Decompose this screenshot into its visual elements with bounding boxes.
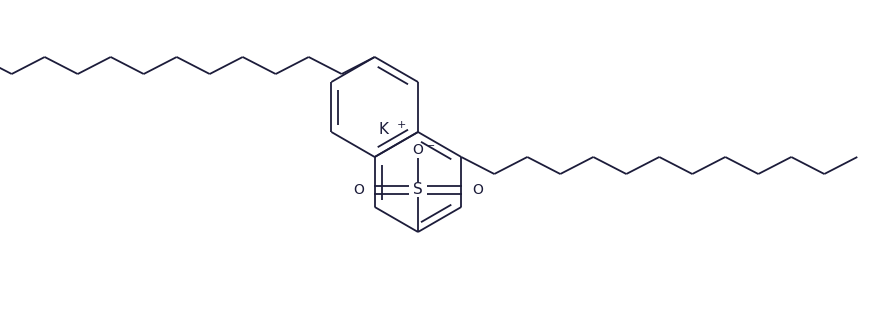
- Text: O: O: [353, 183, 364, 197]
- Text: +: +: [397, 120, 406, 130]
- Text: O: O: [472, 183, 483, 197]
- Text: S: S: [413, 182, 423, 198]
- Text: O: O: [412, 143, 424, 157]
- Text: −: −: [427, 141, 435, 151]
- Text: K: K: [378, 122, 388, 138]
